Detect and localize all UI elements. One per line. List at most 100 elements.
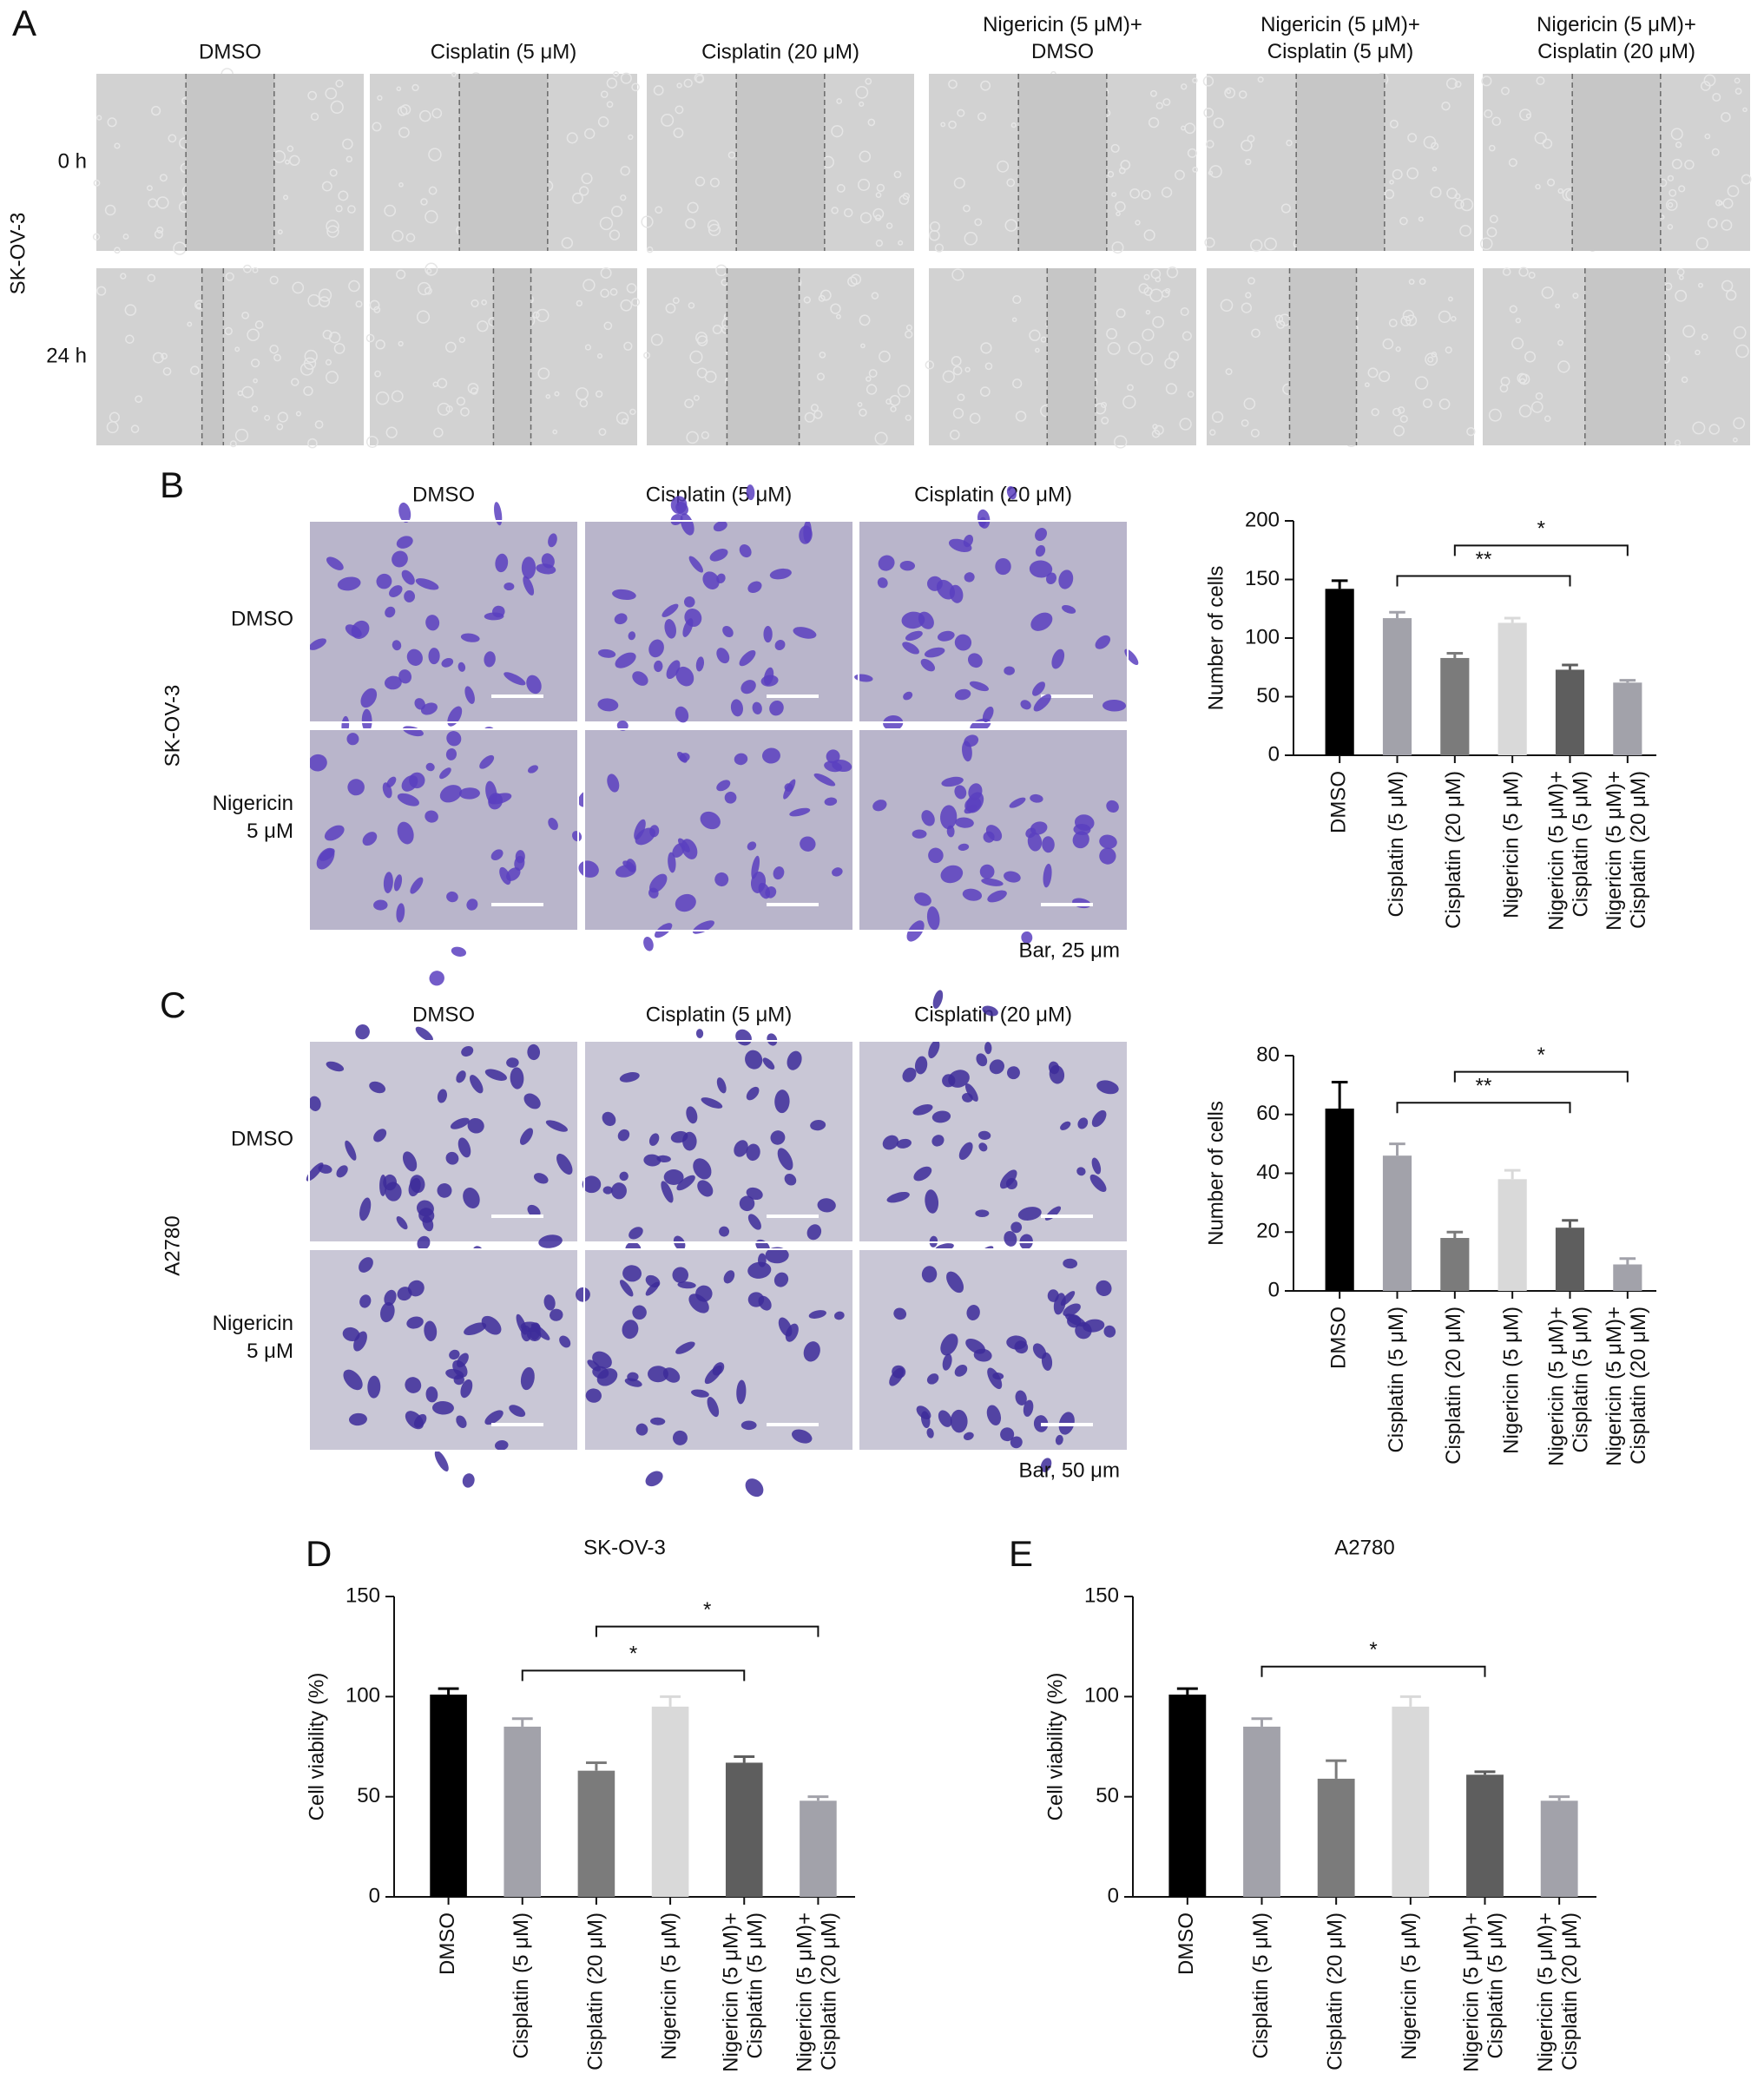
stained-cell (602, 1111, 616, 1127)
bar (1317, 1778, 1355, 1897)
stained-cell (954, 634, 972, 651)
stained-cell (661, 1181, 674, 1203)
stained-cell (985, 825, 1003, 841)
stained-cell (654, 660, 663, 673)
significance-bracket (1453, 544, 1629, 556)
stained-cell (446, 731, 462, 747)
cell-texture (675, 105, 684, 115)
cell-texture (1451, 315, 1457, 322)
tile-clip (858, 1248, 1129, 1452)
stained-cell (675, 893, 696, 912)
cell-line-label: A2780 (161, 1215, 184, 1275)
stained-cell (963, 534, 974, 548)
bar (725, 1762, 763, 1897)
stained-cell (346, 733, 359, 746)
stained-cell (463, 1187, 480, 1209)
stained-cell (954, 1364, 968, 1377)
cell-texture (628, 134, 634, 141)
wound-area (201, 268, 224, 445)
stained-cell (832, 759, 852, 773)
cell-texture (1389, 119, 1399, 128)
cell-texture (1208, 170, 1214, 175)
stained-cell (693, 1158, 712, 1180)
cell-texture (952, 407, 964, 419)
cell-texture (1397, 406, 1405, 414)
stained-cell (938, 1410, 952, 1427)
stained-cell (808, 1310, 826, 1319)
stained-cell (397, 821, 414, 845)
stained-cell (746, 1143, 760, 1162)
cell-texture (1143, 273, 1150, 280)
stained-cell (697, 1180, 714, 1197)
cell-texture (437, 402, 451, 416)
cell-texture (1192, 77, 1198, 83)
stained-cell (1102, 700, 1127, 712)
cell-texture (1712, 93, 1721, 102)
stained-cell (437, 1089, 447, 1103)
stained-cell (975, 1209, 990, 1218)
stained-cell (527, 1204, 541, 1218)
cell-texture (1251, 328, 1260, 339)
stained-cell (1021, 931, 1033, 944)
cell-texture (325, 87, 338, 100)
stained-cell (451, 946, 467, 957)
cell-texture (940, 122, 946, 128)
cell-texture (1489, 214, 1498, 224)
cell-texture (1517, 372, 1528, 384)
bar (1440, 1238, 1470, 1291)
cell-texture (980, 342, 992, 354)
stained-cell (656, 1155, 671, 1162)
stained-cell (719, 1226, 729, 1237)
cell-texture (554, 391, 560, 397)
stained-cell (447, 706, 463, 727)
stained-cell (986, 1405, 1002, 1425)
cell-texture (1141, 189, 1151, 201)
cell-texture (1367, 367, 1379, 379)
cell-texture (600, 90, 609, 98)
wound-area (1584, 268, 1666, 445)
stained-cell (449, 1349, 460, 1360)
stained-cell (688, 1294, 709, 1313)
stained-cell (510, 1067, 524, 1089)
stained-cell (342, 1326, 360, 1342)
row-label: 0 h (58, 149, 87, 173)
stained-cell (730, 699, 743, 717)
y-tick-label: 0 (1268, 742, 1280, 766)
cell-texture (844, 207, 853, 218)
cell-texture (898, 240, 904, 246)
stained-cell (966, 792, 984, 813)
stained-cell (695, 656, 705, 672)
stained-cell (523, 576, 535, 596)
cell-texture (951, 268, 964, 281)
stained-cell (982, 706, 994, 722)
bar (1555, 669, 1585, 755)
cell-texture (109, 411, 120, 423)
cell-texture (1116, 308, 1126, 319)
x-tick-label: Cisplatin (5 μM) (1385, 1307, 1408, 1453)
stained-cell (810, 1120, 826, 1131)
cell-texture (241, 311, 249, 319)
stained-cell (746, 1187, 763, 1201)
stained-cell (467, 1117, 484, 1134)
cell-texture (964, 366, 971, 372)
stained-cell (650, 1417, 666, 1425)
x-tick-label: DMSO (1327, 1307, 1351, 1369)
significance-label: ** (1476, 1075, 1492, 1098)
stained-cell (1060, 1291, 1076, 1307)
stained-cell (1040, 1458, 1052, 1472)
stained-cell (380, 1301, 395, 1323)
cell-texture (1145, 309, 1151, 315)
stained-cell (425, 1386, 438, 1403)
cell-texture (885, 398, 892, 405)
stained-cell (393, 874, 403, 892)
cell-texture (346, 155, 352, 163)
stained-cell (920, 658, 936, 672)
bar (577, 1770, 615, 1897)
cell-texture (1379, 371, 1391, 383)
cell-texture (847, 276, 858, 287)
cell-texture (458, 336, 465, 344)
stained-cell (548, 818, 558, 831)
stained-cell (946, 1271, 964, 1294)
cell-texture (712, 325, 722, 335)
cell-texture (398, 340, 404, 347)
